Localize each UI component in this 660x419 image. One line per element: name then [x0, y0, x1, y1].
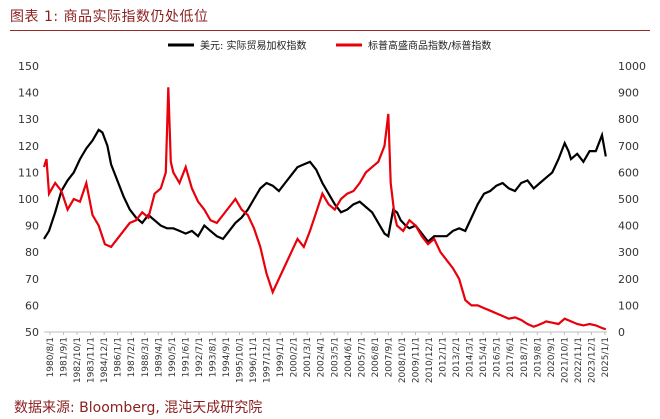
x-axis-tick-label: 2013/2/1	[452, 337, 462, 377]
x-axis-tick-label: 2016/5/1	[493, 337, 503, 377]
x-axis-tick-label: 2020/9/1	[547, 337, 557, 377]
x-axis-tick-label: 2003/5/1	[330, 337, 340, 377]
right-axis-tick-label: 1000	[618, 60, 646, 73]
x-axis-tick-label: 1996/11/1	[249, 337, 259, 383]
chart-title: 图表 1: 商品实际指数仍处低位	[10, 9, 209, 25]
x-axis-tick-label: 1982/10/1	[73, 337, 83, 383]
x-axis-tick-label: 2019/8/1	[533, 337, 543, 377]
left-axis-tick-label: 130	[18, 113, 39, 126]
right-axis-tick-label: 100	[618, 299, 639, 312]
x-axis-tick-label: 1997/12/1	[263, 337, 273, 383]
left-axis-tick-label: 70	[25, 273, 39, 286]
left-axis-tick-label: 60	[25, 299, 39, 312]
x-axis-tick-label: 2012/1/1	[439, 337, 449, 377]
x-axis-tick-label: 2007/9/1	[384, 337, 394, 377]
x-axis-tick-label: 1989/4/1	[154, 337, 164, 377]
right-axis-tick-label: 0	[618, 326, 625, 339]
x-axis-tick-label: 1988/3/1	[141, 337, 151, 377]
source-note: 数据来源: Bloomberg, 混沌天成研究院	[14, 400, 263, 416]
right-axis-tick-label: 300	[618, 246, 639, 259]
x-axis-tick-label: 2008/10/1	[398, 337, 408, 383]
right-axis-tick-label: 500	[618, 193, 639, 206]
left-axis-tick-label: 50	[25, 326, 39, 339]
left-axis-tick-label: 110	[18, 166, 39, 179]
x-axis-tick-label: 2018/7/1	[520, 337, 530, 377]
right-axis-tick-label: 600	[618, 166, 639, 179]
left-axis-ticks: 150 140 130 120 110 100 90 80 70 60 50	[18, 60, 39, 339]
x-axis-tick-label: 1980/8/1	[46, 337, 56, 377]
x-axis-tick-label: 2009/11/1	[411, 337, 421, 383]
right-axis-tick-label: 900	[618, 87, 639, 100]
x-axis-tick-label: 1999/1/1	[276, 337, 286, 377]
legend-label-gsci: 标普高盛商品指数/标普指数	[368, 39, 491, 52]
x-axis-tick-label: 1986/1/1	[114, 337, 124, 377]
x-axis-tick-label: 2005/7/1	[357, 337, 367, 377]
left-axis-tick-label: 90	[25, 220, 39, 233]
right-axis-tick-label: 700	[618, 140, 639, 153]
left-axis-tick-label: 100	[18, 193, 39, 206]
x-axis-tick-label: 1992/7/1	[195, 337, 205, 377]
x-axis-tick-label: 1981/9/1	[60, 337, 70, 377]
x-axis-tick-label: 1995/10/1	[236, 337, 246, 383]
x-axis-tick-label: 2022/11/1	[574, 337, 584, 383]
x-axis-tick-label: 2004/6/1	[344, 337, 354, 377]
right-axis-tick-label: 800	[618, 113, 639, 126]
series-gsci-line	[42, 87, 607, 331]
x-axis-tick-label: 1987/2/1	[127, 337, 137, 377]
x-axis-tick-label: 2001/3/1	[303, 337, 313, 377]
x-axis-tick-label: 2002/4/1	[317, 337, 327, 377]
x-axis-tick-label: 2006/8/1	[371, 337, 381, 377]
x-axis-tick-label: 2017/6/1	[506, 337, 516, 377]
x-axis-tick-label: 2021/10/1	[560, 337, 570, 383]
x-axis-tick-label: 1983/11/1	[87, 337, 97, 383]
x-axis-ticks: 1980/8/1 1981/9/1 1982/10/1 1983/11/1 1984/1…	[46, 332, 611, 383]
right-axis-tick-label: 200	[618, 273, 639, 286]
left-axis-tick-label: 120	[18, 140, 39, 153]
left-axis-tick-label: 80	[25, 246, 39, 259]
series-usd-line	[43, 128, 607, 244]
x-axis-tick-label: 2010/12/1	[425, 337, 435, 383]
right-axis-tick-label: 400	[618, 220, 639, 233]
legend: 美元: 实际贸易加权指数 标普高盛商品指数/标普指数	[168, 39, 491, 52]
x-axis-tick-label: 2000/2/1	[290, 337, 300, 377]
x-axis-tick-label: 1993/8/1	[208, 337, 218, 377]
x-axis-tick-label: 2025/1/1	[601, 337, 611, 377]
x-axis-tick-label: 2014/3/1	[466, 337, 476, 377]
title-divider	[10, 30, 650, 31]
left-axis-tick-label: 140	[18, 87, 39, 100]
legend-label-usd: 美元: 实际贸易加权指数	[200, 39, 307, 52]
x-axis-tick-label: 1994/9/1	[222, 337, 232, 377]
left-axis-tick-label: 150	[18, 60, 39, 73]
x-axis-tick-label: 1984/12/1	[100, 337, 110, 383]
x-axis-tick-label: 2023/12/1	[587, 337, 597, 383]
x-axis-tick-label: 1991/6/1	[181, 337, 191, 377]
x-axis-tick-label: 1990/5/1	[168, 337, 178, 377]
x-axis-tick-label: 2015/4/1	[479, 337, 489, 377]
